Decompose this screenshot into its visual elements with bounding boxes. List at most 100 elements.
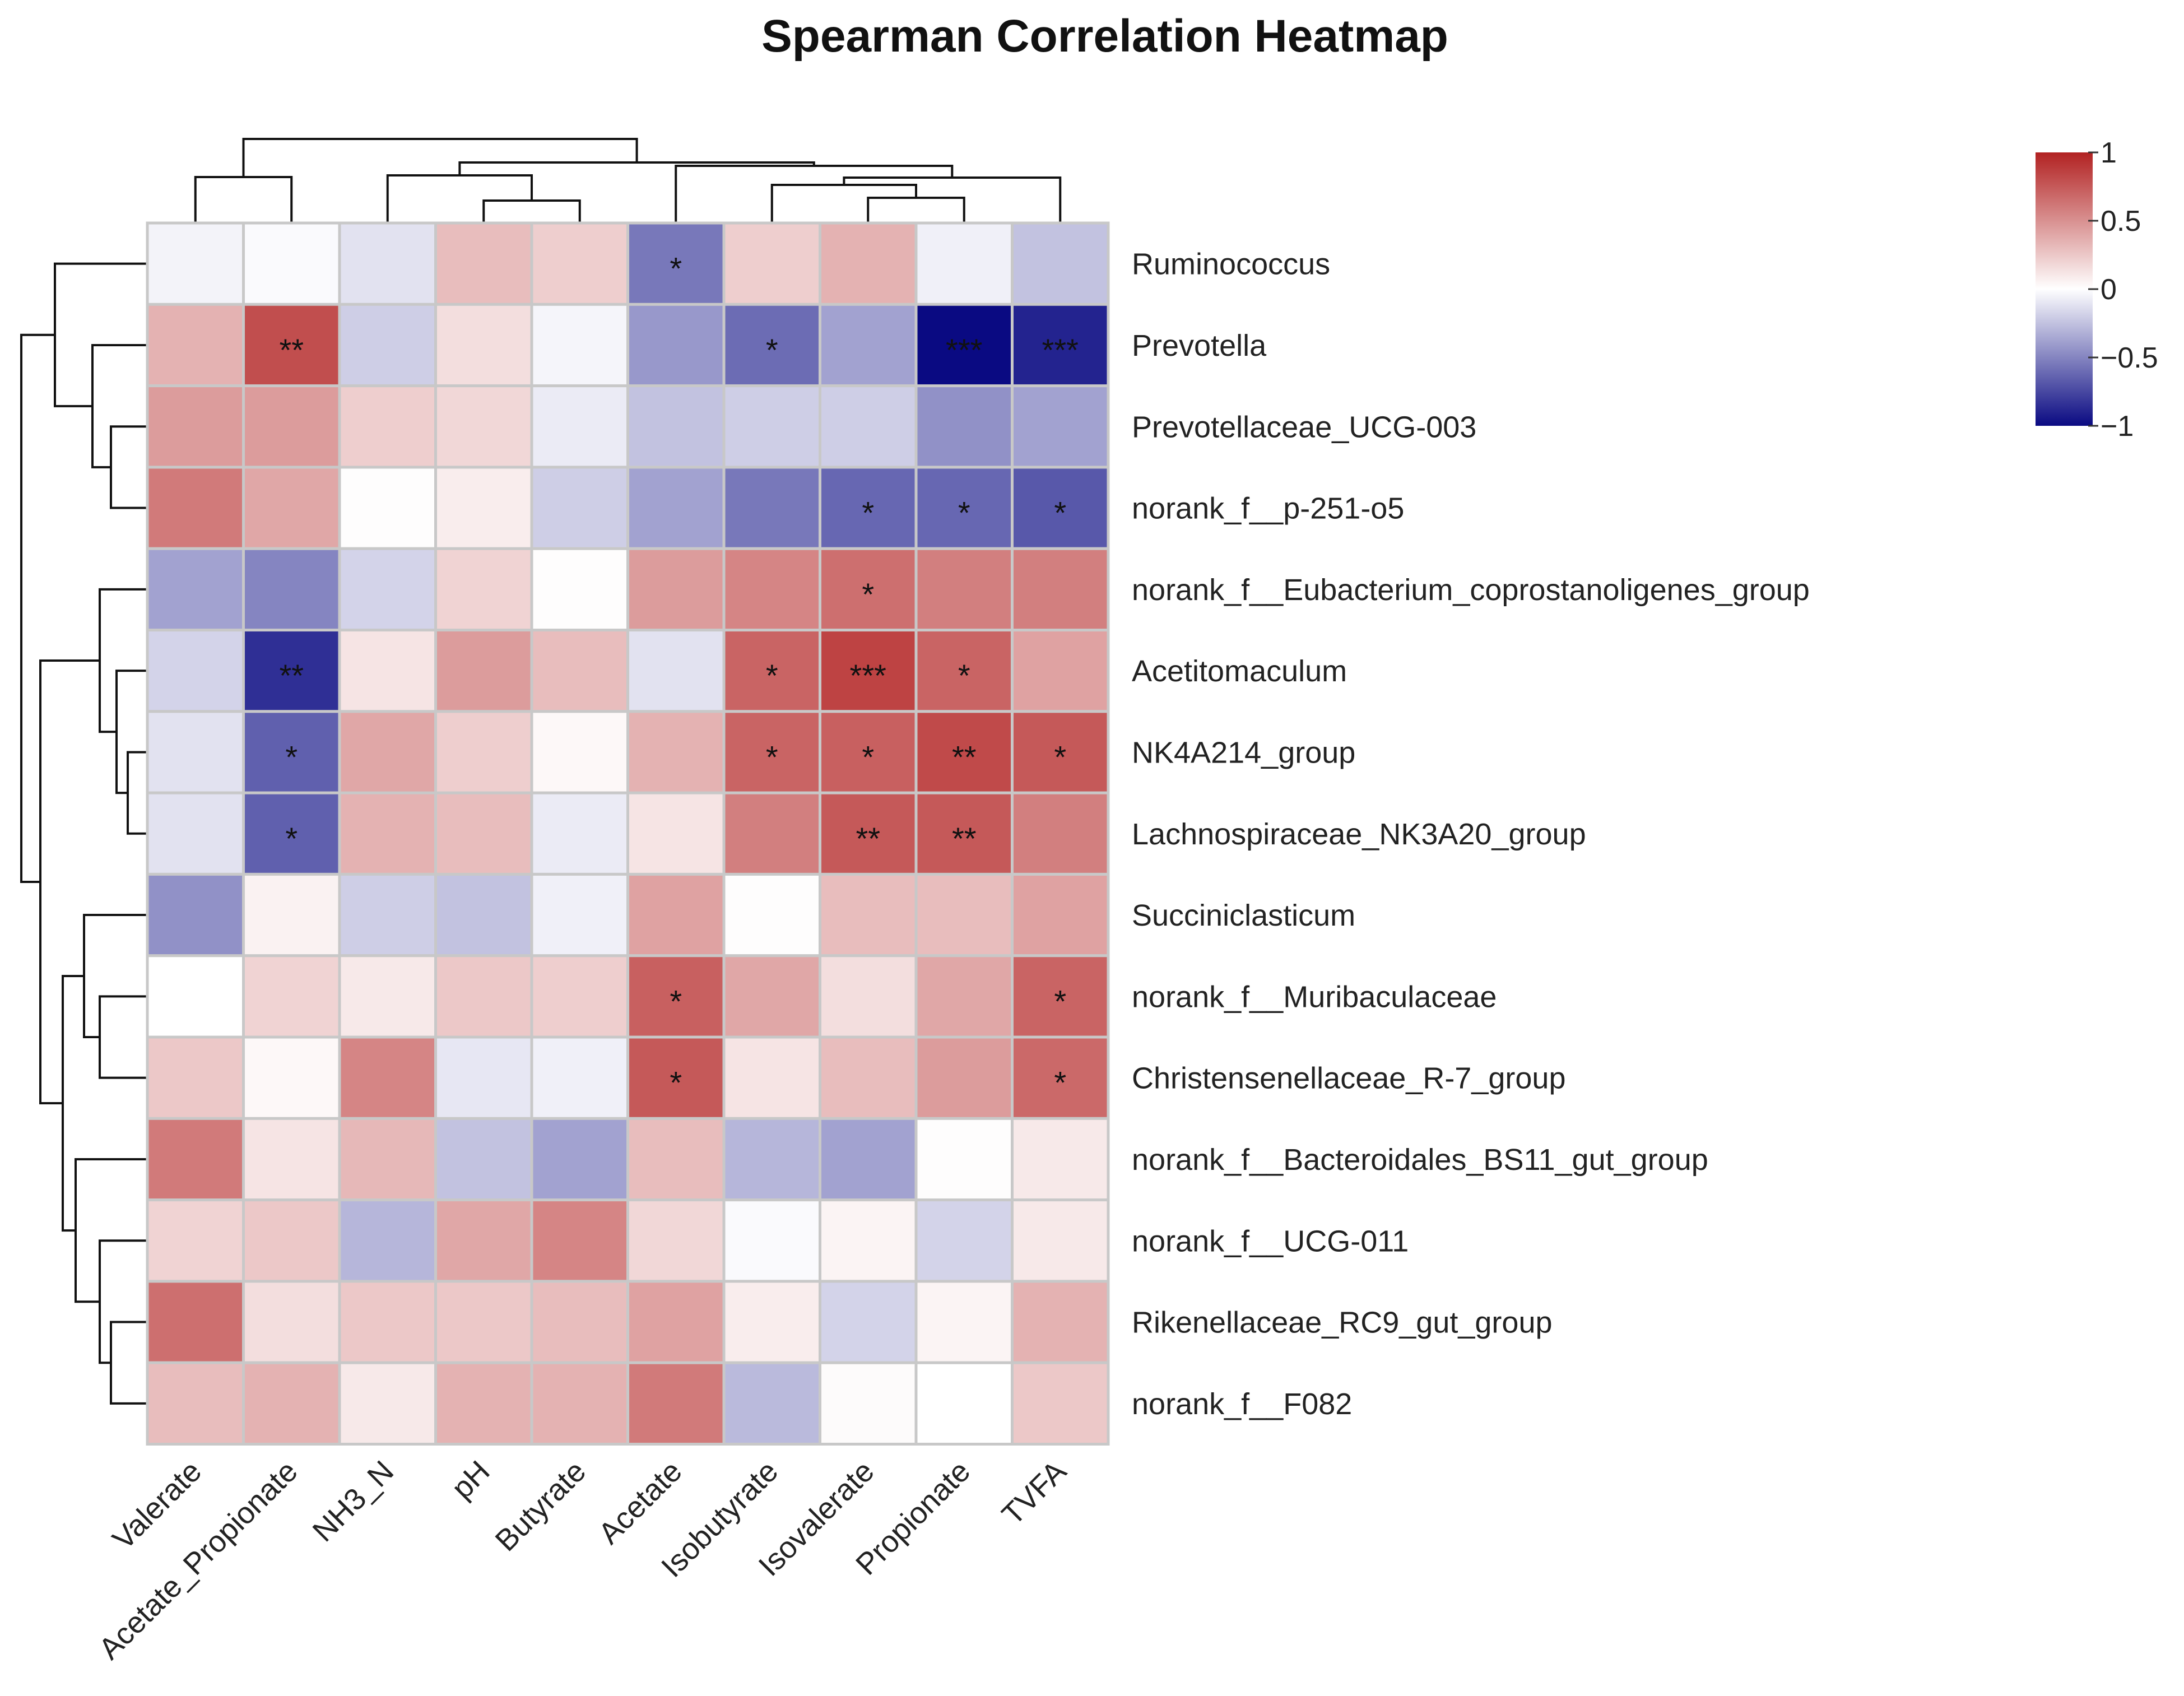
heatmap-cell — [819, 1117, 918, 1202]
heatmap-cell — [434, 791, 533, 876]
heatmap-cell — [819, 547, 918, 632]
heatmap-cell — [434, 710, 533, 794]
heatmap-cell — [146, 629, 245, 713]
row-dendrogram-branch — [54, 262, 147, 407]
heatmap-cell — [242, 954, 341, 1039]
column-label: TVFA — [996, 1455, 1073, 1532]
heatmap-cell — [530, 1280, 629, 1364]
row-label: Succiniclasticum — [1132, 899, 1355, 932]
heatmap-cell — [819, 1280, 918, 1364]
heatmap-cell — [914, 1280, 1014, 1364]
row-label: norank_f__Muribaculaceae — [1132, 980, 1497, 1014]
column-dendrogram-branch — [770, 184, 917, 223]
heatmap-cell — [914, 629, 1014, 713]
row-dendrogram-branch — [62, 975, 84, 1232]
row-label: Acetitomaculum — [1132, 654, 1347, 688]
heatmap-cell — [819, 384, 918, 469]
significance-mark: ** — [279, 658, 304, 693]
heatmap-cell — [146, 791, 245, 876]
heatmap-cell — [338, 791, 437, 876]
heatmap-cell — [626, 791, 726, 876]
heatmap-cell — [530, 1198, 629, 1283]
heatmap-cell — [530, 384, 629, 469]
heatmap-cell — [146, 954, 245, 1039]
row-dendrogram-branch — [115, 670, 147, 794]
heatmap-cell — [338, 303, 437, 388]
heatmap-cell — [1011, 1361, 1110, 1446]
column-dendrogram-branch — [675, 165, 954, 223]
row-label: Christensenellaceae_R-7_group — [1132, 1062, 1565, 1095]
significance-mark: * — [670, 983, 682, 1019]
heatmap-cell — [434, 1117, 533, 1202]
significance-mark: * — [1054, 1065, 1066, 1100]
heatmap-cell — [338, 1117, 437, 1202]
heatmap-cell — [914, 547, 1014, 632]
heatmap-cell — [819, 1035, 918, 1120]
heatmap-cell — [1011, 384, 1110, 469]
heatmap-cell — [146, 303, 245, 388]
row-dendrogram-branch — [20, 333, 55, 884]
heatmap-cell — [530, 303, 629, 388]
heatmap-cell — [626, 629, 726, 713]
heatmap-cell — [434, 466, 533, 550]
row-label: norank_f__UCG-011 — [1132, 1224, 1409, 1258]
heatmap-cell — [626, 1198, 726, 1283]
heatmap-cell — [626, 1361, 726, 1446]
heatmap-cell — [242, 547, 341, 632]
heatmap-cell — [530, 1117, 629, 1202]
heatmap-cell — [338, 1198, 437, 1283]
heatmap-cell — [338, 872, 437, 958]
heatmap-cell — [1011, 221, 1110, 306]
heatmap-cell — [819, 872, 918, 958]
heatmap-cell — [530, 710, 629, 794]
heatmap-cell — [722, 710, 821, 794]
heatmap-cell — [819, 1361, 918, 1446]
heatmap-cell — [434, 547, 533, 632]
heatmap-cell — [722, 1198, 821, 1283]
heatmap-cell — [242, 384, 341, 469]
heatmap-cell — [530, 221, 629, 306]
heatmap-cell — [914, 710, 1014, 794]
significance-mark: * — [862, 577, 874, 612]
row-label: Rikenellaceae_RC9_gut_group — [1132, 1306, 1553, 1340]
heatmap-cell — [722, 384, 821, 469]
color-legend: 1 0.5 0 −0.5 −1 — [2036, 137, 2158, 443]
heatmap-cell — [434, 221, 533, 306]
heatmap-cell — [338, 221, 437, 306]
heatmap-cell — [819, 303, 918, 388]
heatmap-cell — [146, 1280, 245, 1364]
heatmap-cell — [626, 872, 726, 958]
heatmap-cell — [722, 1361, 821, 1446]
column-dendrogram-branch — [242, 138, 638, 177]
color-legend-tick-label: 1 — [2101, 137, 2117, 169]
heatmap-cell — [242, 1117, 341, 1202]
heatmap-cell — [626, 1117, 726, 1202]
heatmap-cell — [434, 1198, 533, 1283]
significance-mark: *** — [850, 658, 886, 693]
heatmap-cell — [146, 1035, 245, 1120]
row-label: Prevotella — [1132, 329, 1267, 363]
significance-mark: *** — [1042, 332, 1079, 368]
heatmap-cell — [1011, 791, 1110, 876]
row-dendrogram-branch — [110, 1321, 147, 1405]
heatmap-cell — [914, 1361, 1014, 1446]
heatmap-cell — [1011, 1035, 1110, 1120]
heatmap-cell — [146, 466, 245, 550]
column-label: Acetate — [592, 1455, 689, 1551]
significance-marks: *** * *** **** * **** * *** ** * * ** ** ** *** ** * — [279, 251, 1078, 1100]
heatmap-cell — [242, 466, 341, 550]
row-dendrogram-branch — [110, 425, 147, 509]
heatmap-cell — [242, 1035, 341, 1120]
heatmap-cell — [146, 1117, 245, 1202]
color-legend-tick-label: 0 — [2101, 273, 2117, 306]
heatmap-cell — [722, 221, 821, 306]
significance-mark: * — [862, 739, 874, 774]
significance-mark: * — [285, 821, 298, 856]
heatmap-cell — [819, 791, 918, 876]
heatmap-cell — [914, 1035, 1014, 1120]
heatmap-cell — [146, 710, 245, 794]
heatmap-cell — [242, 872, 341, 958]
heatmap-cell — [722, 547, 821, 632]
